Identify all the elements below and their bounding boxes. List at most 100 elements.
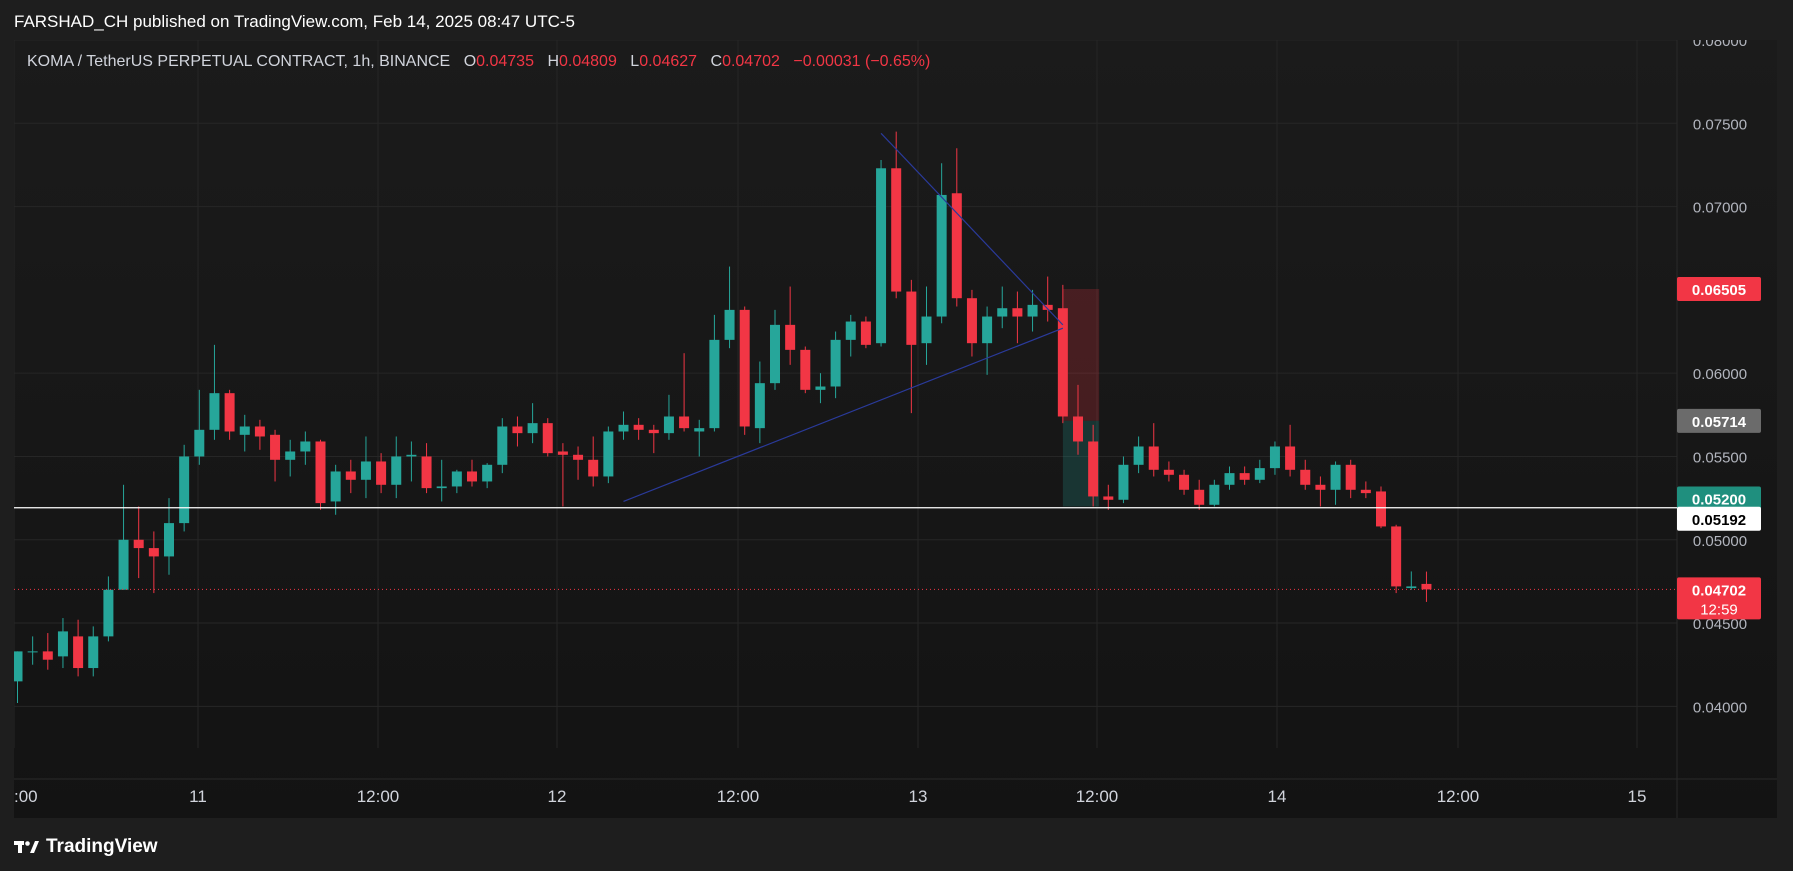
candle-body bbox=[1269, 446, 1280, 469]
candle-body bbox=[345, 471, 356, 480]
candle-body bbox=[1148, 446, 1159, 470]
trendline bbox=[880, 132, 1064, 326]
chart-panel[interactable]: 0.04000 0.04500 0.05000 0.05500 0.06000 0.070… bbox=[14, 40, 1777, 818]
candle-body bbox=[270, 434, 281, 460]
candle-body bbox=[936, 194, 947, 317]
tradingview-wordmark: TradingView bbox=[46, 836, 158, 857]
candle-body bbox=[588, 459, 599, 477]
price-label-badge bbox=[1677, 506, 1761, 531]
y-tick-label: 0.05000 bbox=[1693, 533, 1747, 550]
candle-body bbox=[1027, 304, 1038, 317]
candle-body bbox=[618, 424, 629, 432]
price-label-text: 0.05200 bbox=[1692, 491, 1746, 508]
candle-body bbox=[239, 426, 250, 435]
high-value: 0.04809 bbox=[559, 53, 617, 70]
candle-body bbox=[467, 471, 477, 482]
candle-body bbox=[1179, 474, 1190, 490]
tradingview-logo-icon bbox=[14, 841, 39, 853]
open-label: O bbox=[463, 53, 477, 70]
candle-body bbox=[1345, 464, 1356, 490]
tradingview-branding[interactable]: TradingView bbox=[14, 836, 158, 858]
candle-body bbox=[1209, 484, 1220, 505]
price-label-badge bbox=[1677, 408, 1761, 433]
candle-body bbox=[118, 539, 129, 590]
y-tick-label: 0.06000 bbox=[1693, 366, 1747, 383]
y-tick-label: 0.04500 bbox=[1693, 616, 1747, 633]
price-label-badge bbox=[1677, 577, 1761, 620]
candle-body bbox=[921, 316, 932, 344]
candle-body bbox=[194, 429, 205, 457]
candle-body bbox=[1073, 416, 1083, 442]
candle-body bbox=[421, 456, 432, 489]
candle-body bbox=[694, 428, 705, 432]
candle-body bbox=[1103, 496, 1114, 500]
candle-body bbox=[739, 309, 750, 427]
price-label-text: 0.05192 bbox=[1692, 512, 1746, 529]
candle-body bbox=[1285, 446, 1296, 470]
candle-body bbox=[785, 324, 796, 350]
candle-body bbox=[1088, 441, 1099, 497]
candle-body bbox=[1118, 464, 1129, 500]
x-tick-label: 12 bbox=[548, 787, 567, 806]
candle-body bbox=[179, 456, 190, 524]
candle-body bbox=[73, 636, 84, 669]
candle-body bbox=[254, 426, 265, 437]
candle-body bbox=[724, 309, 735, 340]
candle-body bbox=[542, 423, 553, 454]
high-label: H bbox=[547, 53, 559, 70]
candle-body bbox=[876, 168, 887, 344]
candle-body bbox=[891, 168, 902, 292]
candle-body bbox=[88, 636, 99, 669]
candle-body bbox=[1042, 304, 1053, 310]
candle-body bbox=[1254, 468, 1265, 480]
candle-body bbox=[1194, 489, 1205, 505]
candle-body bbox=[770, 324, 780, 384]
candle-body bbox=[830, 339, 841, 387]
candle-body bbox=[27, 651, 38, 653]
price-label-badge bbox=[1677, 486, 1761, 511]
candle-body bbox=[164, 523, 174, 557]
candle-body bbox=[800, 349, 811, 390]
candle-body bbox=[754, 383, 765, 429]
price-label-text: 0.06505 bbox=[1692, 282, 1746, 299]
close-value: 0.04702 bbox=[722, 53, 780, 70]
candle-body bbox=[906, 291, 917, 345]
candle-body bbox=[1360, 489, 1371, 494]
x-tick-label: 14 bbox=[1268, 787, 1287, 806]
candle-body bbox=[103, 589, 114, 637]
candle-body bbox=[512, 426, 523, 434]
x-tick-label: 12:00 bbox=[717, 787, 760, 806]
candle-body bbox=[527, 423, 538, 434]
y-tick-label: 0.04000 bbox=[1693, 699, 1747, 716]
y-tick-label: 0.07500 bbox=[1693, 116, 1747, 133]
candle-body bbox=[148, 548, 159, 557]
candle-body bbox=[391, 456, 402, 485]
candle-body bbox=[1224, 473, 1235, 485]
low-value: 0.04627 bbox=[639, 53, 698, 70]
trendline bbox=[623, 327, 1064, 503]
candle-body bbox=[1057, 308, 1068, 417]
candle-body bbox=[997, 308, 1008, 317]
publisher-caption: FARSHAD_CH published on TradingView.com,… bbox=[14, 12, 575, 31]
candle-body bbox=[679, 416, 690, 429]
candle-body bbox=[360, 461, 371, 480]
x-tick-label: 12:00 bbox=[1437, 787, 1480, 806]
y-tick-label: 0.05500 bbox=[1693, 449, 1747, 466]
symbol-title: KOMA / TetherUS PERPETUAL CONTRACT, 1h, … bbox=[27, 53, 451, 70]
open-value: 0.04735 bbox=[476, 53, 534, 70]
candle-body bbox=[966, 298, 977, 344]
candle-body bbox=[815, 386, 826, 390]
candle-body bbox=[209, 393, 220, 430]
candle-body bbox=[482, 464, 493, 482]
candle-body bbox=[709, 339, 720, 429]
close-label: C bbox=[710, 53, 723, 70]
candlestick-chart[interactable]: 0.04000 0.04500 0.05000 0.05500 0.06000 0.070… bbox=[14, 40, 1777, 818]
candle-body bbox=[1406, 586, 1417, 589]
candle-body bbox=[951, 193, 962, 299]
change-value: −0.00031 (−0.65%) bbox=[793, 53, 931, 70]
candle-body bbox=[860, 321, 871, 345]
candle-body bbox=[1421, 583, 1432, 590]
candle-body bbox=[300, 441, 311, 452]
x-tick-label: 11 bbox=[189, 787, 207, 806]
candle-body bbox=[376, 461, 387, 485]
